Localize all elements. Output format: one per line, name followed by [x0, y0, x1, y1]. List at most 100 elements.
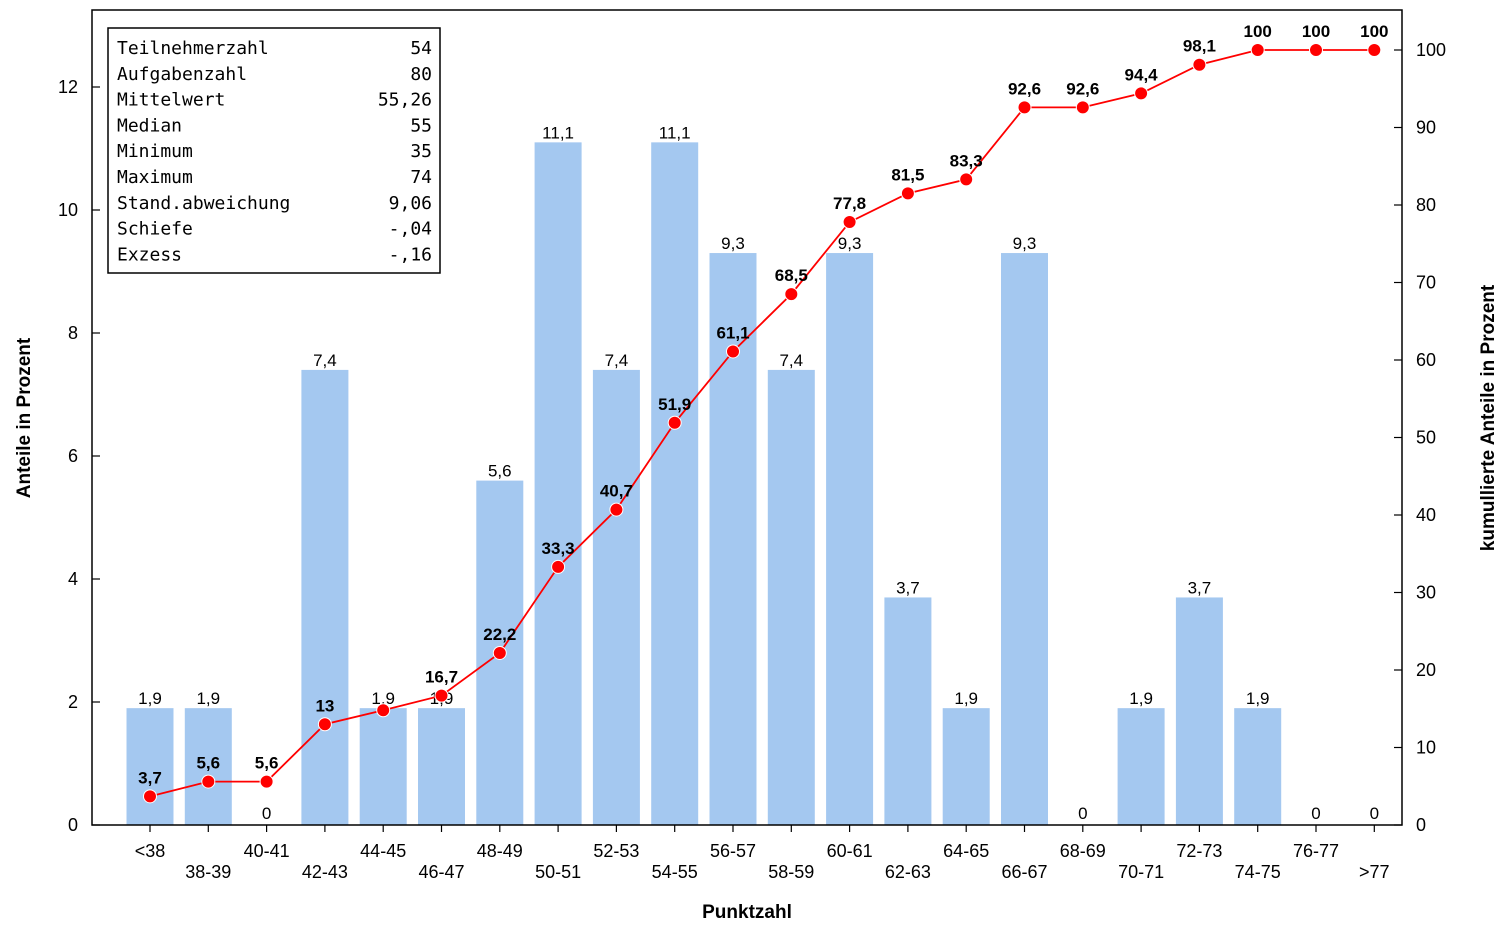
cumulative-value-label: 22,2 [483, 625, 516, 644]
bar [942, 708, 990, 825]
bar-value-label: 9,3 [838, 234, 862, 253]
bar [1117, 708, 1165, 825]
right-tick-label: 30 [1416, 583, 1436, 603]
cumulative-point [1017, 100, 1032, 115]
cumulative-value-label: 40,7 [600, 482, 633, 501]
bar [826, 253, 874, 826]
bar-value-label: 7,4 [605, 351, 629, 370]
cumulative-point [259, 774, 274, 789]
bar-value-label: 1,9 [1129, 689, 1153, 708]
right-tick-label: 20 [1416, 660, 1436, 680]
x-tick-label: <38 [135, 841, 166, 861]
cumulative-value-label: 13 [315, 696, 334, 715]
bar-value-labels: 1,9 1,9 0 7,4 1,9 1,9 5,6 11,1 7,4 11,1 9,3 7,4 9,3 3… [138, 123, 1379, 823]
bar [359, 708, 407, 825]
cumulative-value-label: 51,9 [658, 395, 691, 414]
cumulative-point [1367, 43, 1382, 57]
cumulative-series [143, 43, 1382, 804]
x-tick-label: 38-39 [185, 862, 231, 882]
cumulative-value-label: 98,1 [1183, 37, 1216, 56]
cumulative-value-label: 100 [1244, 22, 1272, 41]
stat-value: -,04 [389, 219, 432, 240]
cumulative-point [784, 287, 799, 302]
x-tick-label: 46-47 [418, 862, 464, 882]
bar-value-label: 11,1 [659, 123, 691, 142]
x-tick-label: 52-53 [593, 841, 639, 861]
x-tick-label: 68-69 [1060, 841, 1106, 861]
cumulative-point [434, 688, 449, 703]
cumulative-value-label: 77,8 [833, 194, 866, 213]
x-tick-label: 66-67 [1001, 862, 1047, 882]
x-tick-label: 42-43 [302, 862, 348, 882]
bar-value-label: 1,9 [1246, 689, 1270, 708]
stat-value: 9,06 [389, 193, 432, 214]
cumulative-value-label: 100 [1360, 22, 1388, 41]
stat-label: Exzess [117, 244, 182, 265]
cumulative-point [551, 559, 566, 574]
right-tick-label: 80 [1416, 195, 1436, 215]
bar [126, 708, 174, 825]
left-tick-label: 2 [68, 692, 78, 712]
bar-value-label: 0 [1370, 804, 1379, 823]
cumulative-point [1075, 100, 1090, 115]
cumulative-point [1134, 86, 1149, 101]
cumulative-point [1309, 43, 1323, 57]
statistics-box-frame [107, 27, 441, 274]
x-tick-label: 60-61 [827, 841, 873, 861]
x-tick-label: 58-59 [768, 862, 814, 882]
cumulative-line [149, 49, 1375, 798]
right-tick-label: 10 [1416, 738, 1436, 758]
x-tick-label: 56-57 [710, 841, 756, 861]
left-tick-label: 0 [68, 815, 78, 835]
stat-value: 35 [410, 141, 432, 162]
bar [301, 369, 349, 825]
bar-value-label: 11,1 [542, 123, 574, 142]
bar-value-label: 5,6 [488, 462, 512, 481]
x-axis: <38 38-39 40-41 42-43 44-45 46-47 48-49 50-51 52… [135, 825, 1390, 882]
bar [592, 369, 640, 825]
cumulative-value-label: 5,6 [196, 754, 220, 773]
stat-value: 74 [410, 167, 432, 188]
bar [651, 142, 699, 826]
cumulative-point [1250, 43, 1265, 57]
right-tick-label: 90 [1416, 118, 1436, 138]
right-tick-label: 60 [1416, 350, 1436, 370]
x-tick-label: 70-71 [1118, 862, 1164, 882]
bar-value-label: 0 [262, 804, 271, 823]
cumulative-point [317, 717, 332, 732]
cumulative-value-label: 3,7 [138, 768, 162, 787]
bar-value-label: 1,9 [138, 689, 162, 708]
cumulative-value-label: 81,5 [891, 165, 924, 184]
cumulative-point [900, 186, 915, 201]
bar [1234, 708, 1282, 825]
cumulative-value-label: 100 [1302, 22, 1330, 41]
stat-value: 55,26 [378, 90, 432, 111]
x-tick-label: 76-77 [1293, 841, 1339, 861]
statistics-box: Teilnehmerzahl 54 Aufgabenzahl 80 Mittelwert… [107, 27, 441, 274]
bar [184, 708, 232, 825]
stat-label: Minimum [117, 141, 193, 162]
x-tick-label: 44-45 [360, 841, 406, 861]
cumulative-value-label: 61,1 [716, 323, 749, 342]
stat-label: Maximum [117, 167, 193, 188]
right-tick-label: 50 [1416, 428, 1436, 448]
left-tick-label: 8 [68, 323, 78, 343]
bar-value-label: 7,4 [313, 351, 337, 370]
bar-series [126, 142, 1282, 826]
bar-value-label: 9,3 [1013, 234, 1037, 253]
x-tick-label: 54-55 [652, 862, 698, 882]
cumulative-value-label: 83,3 [950, 151, 983, 170]
bar-value-label: 0 [1078, 804, 1087, 823]
left-tick-label: 4 [68, 569, 78, 589]
bar-value-label: 3,7 [1188, 578, 1212, 597]
cumulative-point [492, 645, 507, 660]
cumulative-value-labels: 3,7 5,6 5,6 13 16,7 22,2 33,3 40,7 51,9 61,1 68,5 7… [138, 22, 1388, 787]
stat-label: Teilnehmerzahl [117, 38, 269, 59]
cumulative-value-label: 92,6 [1008, 79, 1041, 98]
stat-value: -,16 [389, 244, 432, 265]
stat-value: 80 [410, 64, 432, 85]
stat-value: 54 [410, 38, 432, 59]
x-tick-label: >77 [1359, 862, 1390, 882]
stat-label: Mittelwert [117, 90, 225, 111]
